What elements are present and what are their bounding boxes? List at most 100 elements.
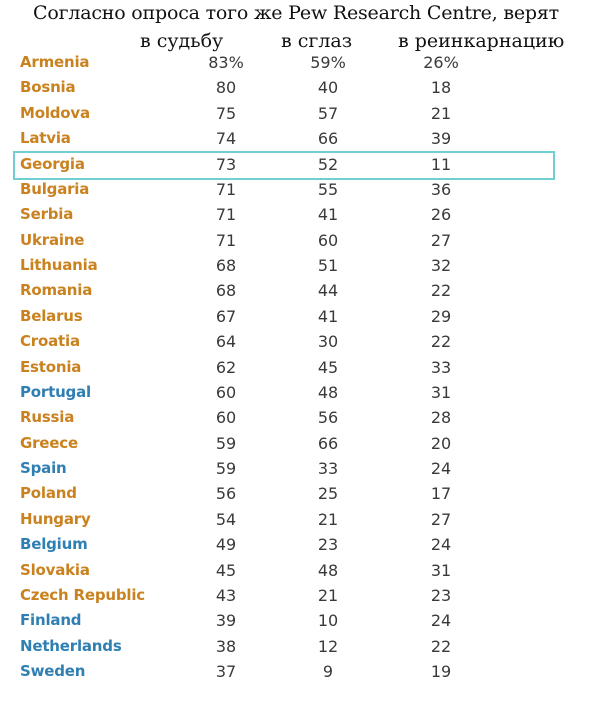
country-label: Estonia <box>20 357 82 376</box>
country-label: Finland <box>20 611 82 630</box>
value-evil-eye: 57 <box>317 103 339 123</box>
value-fate: 38 <box>215 636 237 656</box>
value-reincarnation: 32 <box>430 256 452 276</box>
value-reincarnation: 26 <box>430 205 452 225</box>
value-reincarnation: 27 <box>430 230 452 250</box>
value-reincarnation: 21 <box>430 103 452 123</box>
value-reincarnation: 31 <box>430 560 452 580</box>
value-evil-eye: 12 <box>317 636 339 656</box>
country-label: Poland <box>20 484 77 503</box>
value-reincarnation: 11 <box>430 154 452 174</box>
table-row: Armenia 83% 59% 26% <box>0 52 592 77</box>
value-reincarnation: 29 <box>430 306 452 326</box>
value-reincarnation: 27 <box>430 509 452 529</box>
country-label: Greece <box>20 433 78 452</box>
table-row: Bosnia 80 40 18 <box>0 77 592 102</box>
value-fate: 56 <box>215 484 237 504</box>
value-fate: 60 <box>215 382 237 402</box>
table-row: Belgium 49 23 24 <box>0 534 592 559</box>
value-fate: 59 <box>215 459 237 479</box>
country-label: Netherlands <box>20 636 122 655</box>
value-fate: 80 <box>215 78 237 98</box>
value-evil-eye: 59% <box>310 53 346 72</box>
country-label: Ukraine <box>20 230 85 249</box>
value-reincarnation: 24 <box>430 535 452 555</box>
value-evil-eye: 44 <box>317 281 339 301</box>
value-fate: 39 <box>215 611 237 631</box>
table-row: Georgia 73 52 11 <box>0 154 592 179</box>
country-label: Lithuania <box>20 256 98 275</box>
table-row: Sweden 37 9 19 <box>0 661 592 686</box>
value-reincarnation: 26% <box>423 53 459 72</box>
highlight-box <box>13 150 555 180</box>
column-header-evil-eye: в сглаз <box>281 30 353 52</box>
table-row: Lithuania 68 51 32 <box>0 255 592 280</box>
value-evil-eye: 41 <box>317 205 339 225</box>
value-fate: 43 <box>215 585 237 605</box>
value-fate: 37 <box>215 662 237 682</box>
value-evil-eye: 55 <box>317 179 339 199</box>
value-reincarnation: 22 <box>430 636 452 656</box>
value-evil-eye: 9 <box>322 662 334 682</box>
value-fate: 74 <box>215 129 237 149</box>
value-reincarnation: 31 <box>430 382 452 402</box>
table-row: Moldova 75 57 21 <box>0 103 592 128</box>
value-evil-eye: 21 <box>317 585 339 605</box>
table-row: Romania 68 44 22 <box>0 280 592 305</box>
country-label: Czech Republic <box>20 585 145 604</box>
column-header-reincarnation: в реинкарнацию <box>398 30 565 52</box>
chart-title: Согласно опроса того же Pew Research Cen… <box>33 2 559 24</box>
value-fate: 67 <box>215 306 237 326</box>
value-reincarnation: 18 <box>430 78 452 98</box>
value-reincarnation: 24 <box>430 459 452 479</box>
table-row: Portugal 60 48 31 <box>0 382 592 407</box>
value-reincarnation: 19 <box>430 662 452 682</box>
table-row: Bulgaria 71 55 36 <box>0 179 592 204</box>
table-row: Russia 60 56 28 <box>0 407 592 432</box>
value-fate: 68 <box>215 281 237 301</box>
value-evil-eye: 48 <box>317 382 339 402</box>
value-fate: 71 <box>215 205 237 225</box>
value-evil-eye: 30 <box>317 332 339 352</box>
country-label: Serbia <box>20 205 74 224</box>
value-evil-eye: 60 <box>317 230 339 250</box>
country-label: Slovakia <box>20 560 90 579</box>
value-evil-eye: 48 <box>317 560 339 580</box>
value-fate: 71 <box>215 179 237 199</box>
country-label: Moldova <box>20 103 90 122</box>
value-reincarnation: 22 <box>430 332 452 352</box>
country-label: Latvia <box>20 129 71 148</box>
country-label: Bulgaria <box>20 179 90 198</box>
table-row: Latvia 74 66 39 <box>0 128 592 153</box>
value-fate: 75 <box>215 103 237 123</box>
country-label: Romania <box>20 281 93 300</box>
table-row: Serbia 71 41 26 <box>0 204 592 229</box>
value-evil-eye: 21 <box>317 509 339 529</box>
value-reincarnation: 17 <box>430 484 452 504</box>
value-evil-eye: 66 <box>317 433 339 453</box>
value-reincarnation: 39 <box>430 129 452 149</box>
table-row: Ukraine 71 60 27 <box>0 230 592 255</box>
value-reincarnation: 22 <box>430 281 452 301</box>
value-evil-eye: 25 <box>317 484 339 504</box>
country-label: Sweden <box>20 662 86 681</box>
value-fate: 59 <box>215 433 237 453</box>
value-fate: 71 <box>215 230 237 250</box>
table-row: Estonia 62 45 33 <box>0 357 592 382</box>
value-evil-eye: 51 <box>317 256 339 276</box>
country-label: Hungary <box>20 509 91 528</box>
table-row: Poland 56 25 17 <box>0 483 592 508</box>
value-reincarnation: 33 <box>430 357 452 377</box>
table-row: Hungary 54 21 27 <box>0 509 592 534</box>
table-row: Slovakia 45 48 31 <box>0 560 592 585</box>
table-row: Czech Republic 43 21 23 <box>0 585 592 610</box>
value-reincarnation: 24 <box>430 611 452 631</box>
table-row: Greece 59 66 20 <box>0 433 592 458</box>
value-fate: 54 <box>215 509 237 529</box>
country-label: Belarus <box>20 306 83 325</box>
value-evil-eye: 66 <box>317 129 339 149</box>
table-row: Croatia 64 30 22 <box>0 331 592 356</box>
value-fate: 45 <box>215 560 237 580</box>
table-row: Belarus 67 41 29 <box>0 306 592 331</box>
table-row: Finland 39 10 24 <box>0 610 592 635</box>
